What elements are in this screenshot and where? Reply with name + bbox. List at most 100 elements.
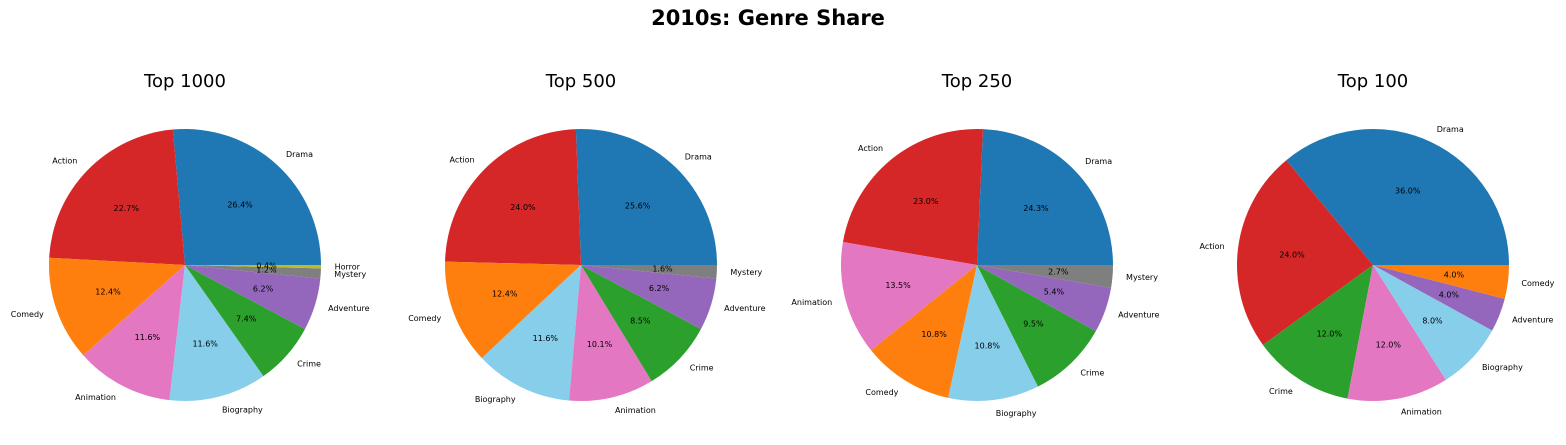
pie-slice [841,242,977,351]
pie-slice [49,129,185,265]
slice-label: Action [52,157,77,166]
pie-chart: Top 100 Drama 36.0% Action 24.0% Crime 12.0% An… [1200,71,1555,416]
figure-title: 2010s: Genre Share [651,6,885,30]
pie-slice [842,128,983,265]
pie-chart: Top 250 Drama 24.3% Action 23.0% Animation 13.… [791,71,1159,418]
slice-label: Biography [996,409,1037,418]
pie-slice [581,265,717,330]
slice-label: Mystery [730,268,762,277]
slice-label: Biography [222,405,263,414]
pie-slice [569,265,652,401]
slice-label: Drama [685,153,712,162]
percent-label: 24.0% [1279,250,1305,259]
percent-label: 6.2% [649,284,670,293]
pie-slice [1237,160,1373,345]
pie-slice [581,265,717,279]
percent-label: 12.0% [1317,329,1343,338]
slice-label: Comedy [408,314,441,323]
pie-slice [185,265,321,330]
percent-label: 7.4% [236,315,257,324]
percent-label: 10.8% [921,330,947,339]
pie-slice [581,265,701,382]
percent-label: 22.7% [114,204,140,213]
percent-label: 13.5% [885,281,911,290]
percent-label: 4.0% [1444,271,1465,280]
slice-label: Horror [335,262,361,271]
pie-slice [1286,128,1509,265]
percent-label: 26.4% [227,200,253,209]
pie-slice [1262,265,1373,399]
pie-slice [1347,265,1446,401]
pie-slice [1373,265,1493,380]
percent-label: 24.3% [1023,204,1049,213]
pie-slice [83,265,185,401]
pie-slice [575,129,717,265]
pie-slice [185,265,321,269]
chart-title: Top 100 [1337,71,1408,92]
slice-label: Animation [1401,407,1442,416]
pie-slice [871,265,977,398]
slice-label: Action [1200,242,1225,251]
percent-label: 11.6% [135,333,161,342]
chart-title: Top 250 [941,71,1012,92]
slice-label: Comedy [865,388,898,397]
slice-label: Animation [615,406,656,415]
percent-label: 12.0% [1376,341,1402,350]
pie-slice [445,129,581,265]
percent-label: 5.4% [1044,288,1065,297]
slice-label: Adventure [328,304,369,313]
percent-label: 2.7% [1048,267,1069,276]
percent-label: 12.4% [492,290,518,299]
slice-label: Mystery [1126,273,1158,282]
pie-slice [444,261,581,359]
pie-slice [1373,265,1505,331]
slice-label: Action [858,144,883,153]
pie-slice [185,265,305,377]
percent-label: 0.4% [256,262,277,271]
pie-chart: Top 500 Drama 25.6% Action 24.0% Comedy 12.4% B… [408,71,765,415]
slice-label: Comedy [1521,279,1554,288]
slice-label: Biography [475,395,516,404]
pie-slice [977,265,1112,332]
percent-label: 11.6% [533,334,559,343]
pie-slice [1373,265,1509,299]
slice-label: Crime [1080,369,1104,378]
pie-chart: Top 1000 Drama 26.4% Action 22.7% Comedy 12.4%… [11,71,370,414]
pie-slice [977,265,1096,387]
percent-label: 10.1% [587,340,613,349]
slice-label: Animation [791,298,832,307]
percent-label: 10.8% [975,341,1001,350]
percent-label: 1.6% [652,265,673,274]
pie-slice [185,265,321,279]
slice-label: Comedy [11,310,44,319]
slice-label: Adventure [1512,316,1553,325]
slice-label: Drama [1085,157,1112,166]
percent-label: 9.5% [1023,319,1044,328]
chart-title: Top 1000 [143,71,226,92]
slice-label: Crime [690,363,714,372]
slice-label: Drama [286,150,313,159]
percent-label: 11.6% [192,340,218,349]
pie-slice [169,265,264,401]
slice-label: Adventure [1118,310,1159,319]
pie-slice [48,257,185,356]
pie-slice [948,265,1038,401]
pie-slice [172,128,321,265]
percent-label: 4.0% [1439,291,1460,300]
pie-slice [977,129,1113,265]
slice-label: Crime [1269,387,1293,396]
slice-label: Drama [1437,125,1464,134]
percent-label: 25.6% [625,202,651,211]
chart-title: Top 500 [545,71,616,92]
pie-slice [481,265,581,401]
percent-label: 1.2% [256,266,277,275]
percent-label: 12.4% [95,287,121,296]
percent-label: 8.5% [630,317,651,326]
slice-label: Adventure [724,304,765,313]
percent-label: 6.2% [253,284,274,293]
slice-label: Animation [75,393,116,402]
percent-label: 23.0% [913,197,939,206]
percent-label: 8.0% [1422,316,1443,325]
slice-label: Mystery [334,270,366,279]
